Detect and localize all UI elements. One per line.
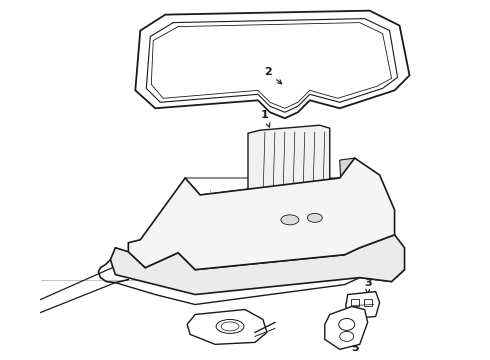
Polygon shape — [178, 178, 200, 270]
Text: 3: 3 — [364, 278, 371, 293]
Polygon shape — [195, 178, 345, 270]
Bar — [364, 298, 371, 306]
Ellipse shape — [221, 322, 239, 331]
Ellipse shape — [281, 215, 299, 225]
Polygon shape — [248, 125, 330, 205]
Text: 1: 1 — [261, 110, 270, 127]
Bar — [351, 298, 359, 306]
Ellipse shape — [307, 213, 322, 222]
Polygon shape — [340, 158, 360, 255]
Polygon shape — [325, 306, 368, 349]
Polygon shape — [135, 11, 410, 118]
Polygon shape — [110, 235, 405, 294]
Polygon shape — [187, 310, 267, 345]
Ellipse shape — [340, 332, 354, 341]
Text: 4: 4 — [214, 332, 227, 345]
Text: 2: 2 — [264, 67, 282, 84]
Polygon shape — [128, 158, 394, 270]
Ellipse shape — [216, 319, 244, 333]
Polygon shape — [346, 292, 380, 319]
Text: 5: 5 — [348, 340, 359, 354]
Ellipse shape — [339, 319, 355, 330]
